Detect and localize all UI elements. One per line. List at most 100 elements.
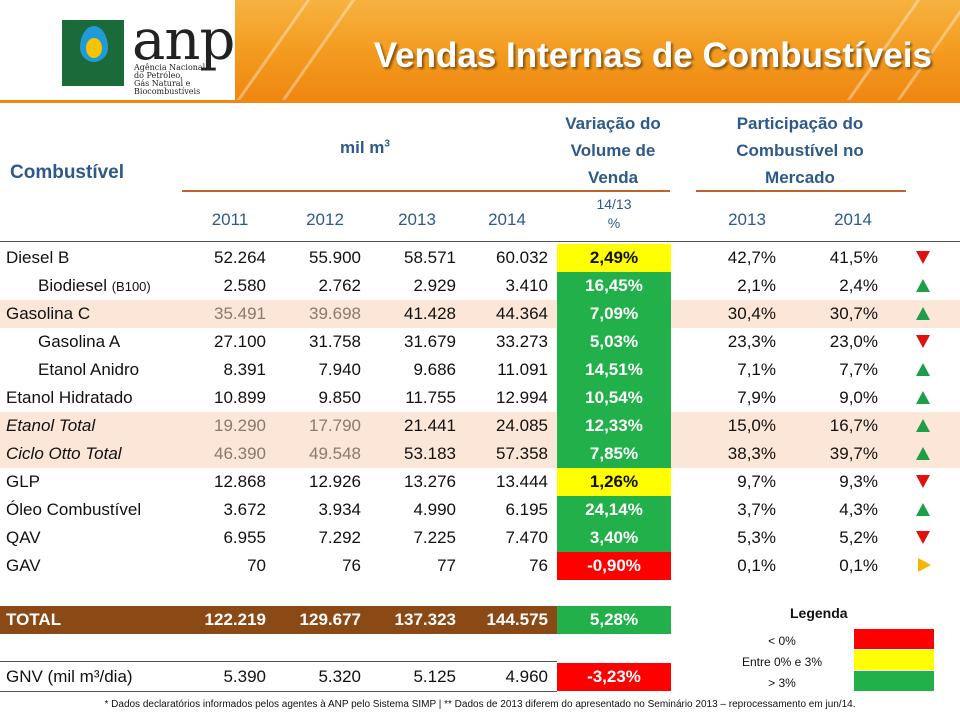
table-row: Ciclo Otto Total 46.390 49.548 53.183 57.358… — [0, 440, 960, 468]
volume-2012: 9.850 — [318, 388, 361, 407]
volume-2014: 60.032 — [496, 248, 548, 267]
trend-down-icon — [916, 335, 930, 348]
fuel-name: QAV — [6, 528, 41, 547]
trend-down-icon — [916, 531, 930, 544]
total-2011: 122.219 — [204, 610, 266, 629]
legend-label-high: > 3% — [768, 676, 796, 690]
anp-logo-text: anp — [132, 8, 235, 73]
trend-up-icon — [916, 307, 930, 320]
fuel-name: Gasolina C — [6, 304, 91, 323]
header-rule-share — [696, 190, 906, 192]
var-period: 14/13 % — [596, 196, 632, 231]
volume-2012: 17.790 — [309, 416, 361, 435]
total-variation: 5,28% — [557, 606, 671, 634]
year-2011: 2011 — [211, 210, 249, 229]
trend-up-icon — [916, 279, 930, 292]
share-2014: 30,7% — [829, 304, 878, 323]
variation-cell: 1,26% — [557, 468, 671, 496]
variation-cell: 2,49% — [557, 244, 671, 272]
share-2013: 9,7% — [737, 472, 776, 491]
col-volume-header: mil m3 — [340, 138, 390, 157]
share-2014: 23,0% — [829, 332, 878, 351]
fuel-name: Ciclo Otto Total — [6, 444, 122, 463]
table-row: Etanol Anidro 8.391 7.940 9.686 11.091 14,51%… — [0, 356, 960, 384]
title-banner — [235, 0, 960, 100]
gnv-bottom-rule — [0, 691, 557, 692]
gnv-variation: -3,23% — [557, 663, 671, 691]
volume-2012: 7.292 — [318, 528, 361, 547]
share-2014: 4,3% — [839, 500, 878, 519]
variation-cell: 16,45% — [557, 272, 671, 300]
volume-2011: 52.264 — [214, 248, 266, 267]
variation-cell: -0,90% — [557, 552, 671, 580]
trend-down-icon — [916, 475, 930, 488]
fuel-name: Óleo Combustível — [6, 500, 142, 519]
volume-2012: 12.926 — [309, 472, 361, 491]
fuel-name: Gasolina A — [38, 332, 121, 351]
volume-2013: 4.990 — [413, 500, 456, 519]
share-2014: 39,7% — [829, 444, 878, 463]
total-2014: 144.575 — [486, 610, 548, 629]
share-2014: 0,1% — [839, 556, 878, 575]
table-row: GLP 12.868 12.926 13.276 13.444 1,26% 9,7% 9,3% — [0, 468, 960, 496]
table-row: GAV 70 76 77 76 -0,90% 0,1% 0,1% — [0, 552, 960, 580]
total-label: TOTAL — [6, 610, 62, 629]
volume-2014: 12.994 — [496, 388, 548, 407]
footnote: * Dados declaratórios informados pelos a… — [104, 699, 856, 710]
volume-2012: 7.940 — [318, 360, 361, 379]
table-row: Etanol Total 19.290 17.790 21.441 24.085 12,3… — [0, 412, 960, 440]
share-2013: 7,1% — [737, 360, 776, 379]
share-2013: 15,0% — [727, 416, 776, 435]
share-2014: 41,5% — [829, 248, 878, 267]
volume-2012: 55.900 — [309, 248, 361, 267]
volume-2013: 7.225 — [413, 528, 456, 547]
trend-flat-icon — [918, 558, 931, 572]
year-2014: 2014 — [488, 210, 526, 229]
variation-cell: 5,03% — [557, 328, 671, 356]
table-top-rule — [0, 241, 960, 242]
volume-2014: 57.358 — [496, 444, 548, 463]
variation-cell: 7,09% — [557, 300, 671, 328]
table-row: Biodiesel (B100) 2.580 2.762 2.929 3.410 16,4… — [0, 272, 960, 300]
col-variation-header: Variação do Volume de Venda — [565, 114, 661, 187]
volume-2013: 53.183 — [404, 444, 456, 463]
trend-up-icon — [916, 363, 930, 376]
header-rule-volume — [182, 190, 670, 192]
volume-2011: 46.390 — [214, 444, 266, 463]
variation-cell: 7,85% — [557, 440, 671, 468]
volume-2013: 2.929 — [413, 276, 456, 295]
volume-2011: 2.580 — [223, 276, 266, 295]
volume-2014: 76 — [529, 556, 548, 575]
fuel-name: Etanol Hidratado — [6, 388, 133, 407]
volume-2012: 2.762 — [318, 276, 361, 295]
table-row: Gasolina A 27.100 31.758 31.679 33.273 5,03% 2… — [0, 328, 960, 356]
volume-2011: 10.899 — [214, 388, 266, 407]
volume-2013: 21.441 — [404, 416, 456, 435]
volume-2014: 13.444 — [496, 472, 548, 491]
gnv-label: GNV (mil m³/dia) — [6, 667, 133, 686]
table-row: Gasolina C 35.491 39.698 41.428 44.364 7,09% 3… — [0, 300, 960, 328]
variation-cell: 24,14% — [557, 496, 671, 524]
share-2014: 5,2% — [839, 528, 878, 547]
legend-swatch-red — [854, 629, 934, 649]
volume-2014: 6.195 — [505, 500, 548, 519]
variation-cell: 12,33% — [557, 412, 671, 440]
year-2012: 2012 — [306, 210, 344, 229]
volume-2014: 7.470 — [505, 528, 548, 547]
header-divider — [0, 100, 960, 103]
total-2013: 137.323 — [394, 610, 456, 629]
volume-2012: 49.548 — [309, 444, 361, 463]
fuel-name: Etanol Anidro — [38, 360, 140, 379]
volume-2014: 33.273 — [496, 332, 548, 351]
share-2013: 0,1% — [737, 556, 776, 575]
variation-cell: 14,51% — [557, 356, 671, 384]
share-2014: 2,4% — [839, 276, 878, 295]
legend-title: Legenda — [790, 605, 848, 621]
volume-2014: 44.364 — [496, 304, 548, 323]
fuel-name: Diesel B — [6, 248, 70, 267]
volume-2011: 19.290 — [214, 416, 266, 435]
gnv-2014: 4.960 — [505, 667, 548, 686]
share-2013: 2,1% — [737, 276, 776, 295]
legend-label-low: Entre 0% e 3% — [741, 655, 823, 669]
share-2014: 9,0% — [839, 388, 878, 407]
